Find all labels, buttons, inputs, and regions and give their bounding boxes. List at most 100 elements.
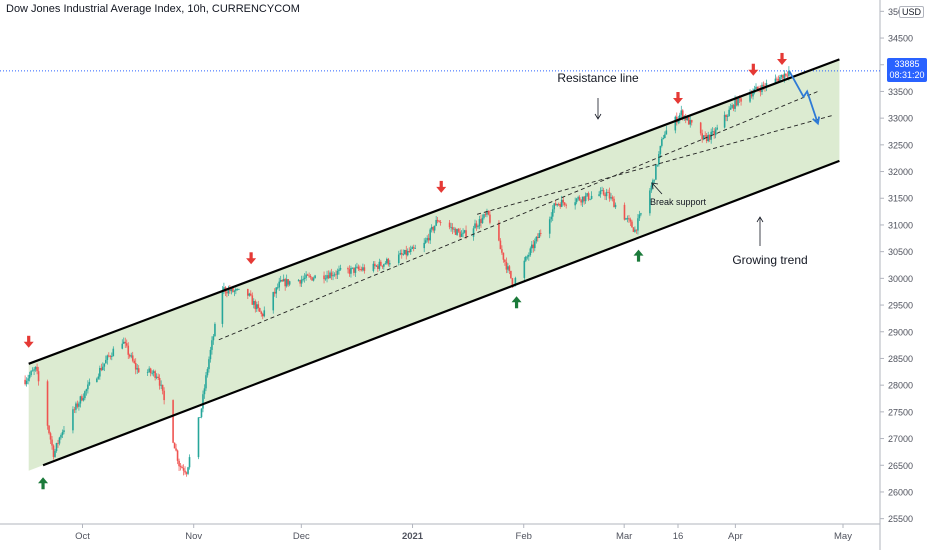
candle-body	[577, 197, 579, 199]
candle-body	[106, 355, 109, 360]
candle-body	[560, 199, 563, 207]
candle-body	[681, 110, 684, 119]
candle-body	[487, 210, 490, 215]
candle-body	[701, 133, 704, 140]
buy-arrow-icon	[38, 477, 49, 490]
candle-body	[276, 287, 279, 289]
candle-body	[173, 442, 176, 449]
candle-body	[377, 265, 379, 269]
candle-body	[756, 86, 759, 90]
candle-body	[125, 343, 128, 346]
sell-arrow-shaft	[27, 335, 31, 343]
candle-body	[489, 214, 491, 223]
candle-body	[435, 219, 437, 226]
candle-body	[51, 439, 53, 446]
candle-body	[650, 185, 653, 191]
sell-arrow-head	[748, 69, 759, 76]
candle-body	[457, 229, 460, 232]
candle-body	[260, 311, 263, 314]
candle-body	[73, 409, 76, 411]
candle-body	[502, 252, 505, 260]
candle-body	[300, 279, 303, 284]
candle-body	[475, 223, 478, 228]
candle-body	[702, 135, 705, 140]
inner-support-dashed-line	[218, 91, 819, 341]
candle-body	[248, 293, 251, 296]
candle-body	[112, 348, 115, 357]
sell-arrow-shaft	[439, 180, 443, 188]
candle-body	[430, 226, 433, 230]
candle-body	[309, 275, 312, 278]
candle-body	[327, 275, 330, 279]
candle-body	[389, 263, 391, 265]
candle-body	[252, 301, 255, 305]
candle-body	[176, 450, 179, 461]
candle-body	[483, 214, 485, 218]
x-tick-label: 2021	[402, 531, 424, 542]
candle-body	[759, 89, 762, 93]
buy-arrow-head	[38, 477, 49, 484]
candle-body	[460, 233, 463, 237]
candle-body	[762, 84, 765, 87]
candle-body	[656, 164, 659, 166]
candle-body	[680, 110, 683, 115]
candle-body	[127, 345, 130, 355]
candle-body	[78, 403, 80, 407]
growing-trend-annotation: Growing trend	[732, 253, 807, 267]
candle-body	[158, 377, 161, 386]
candle-body	[297, 280, 300, 282]
candle-body	[250, 293, 252, 296]
candle-body	[137, 368, 140, 373]
candle-body	[414, 248, 417, 249]
currency-badge[interactable]: USD	[898, 6, 924, 18]
buy-arrow-icon	[633, 249, 644, 262]
candle-body	[148, 368, 150, 372]
candle-body	[54, 450, 56, 457]
candle-body	[423, 242, 425, 249]
candle-body	[400, 252, 403, 255]
candle-body	[674, 116, 677, 131]
candle-body	[85, 389, 88, 392]
candle-body	[299, 280, 301, 284]
candle-body	[109, 356, 112, 357]
candle-body	[182, 468, 185, 471]
candle-body	[102, 366, 104, 371]
candle-body	[484, 214, 487, 216]
candle-body	[472, 228, 475, 237]
candle-body	[287, 279, 289, 285]
candle-body	[350, 267, 352, 274]
candle-body	[755, 86, 757, 90]
candle-body	[613, 198, 615, 208]
candle-body	[37, 371, 40, 382]
candle-body	[347, 268, 349, 270]
candle-body	[716, 127, 718, 130]
candle-body	[478, 219, 481, 227]
candle-body	[725, 114, 727, 118]
candle-body	[740, 98, 742, 102]
candle-body	[498, 222, 500, 241]
candle-body	[690, 119, 693, 123]
candle-body	[221, 290, 224, 324]
sell-arrow-head	[246, 258, 257, 265]
candle-body	[532, 244, 535, 249]
candle-body	[87, 384, 89, 390]
candle-body	[108, 355, 110, 357]
x-tick-label: Nov	[185, 531, 202, 542]
candle-body	[433, 225, 436, 231]
y-tick-label: 34500	[888, 34, 913, 44]
candle-body	[665, 130, 668, 135]
y-tick-label: 26500	[888, 461, 913, 471]
resistance-pointer-head	[594, 113, 602, 120]
candle-body	[58, 437, 61, 444]
candle-body	[226, 292, 228, 294]
candle-body	[172, 400, 174, 443]
candle-body	[604, 194, 606, 197]
candle-body	[181, 466, 183, 469]
candle-body	[456, 229, 458, 235]
candle-body	[565, 204, 567, 206]
candle-body	[557, 204, 560, 205]
candle-body	[451, 227, 454, 230]
candle-body	[788, 70, 790, 76]
